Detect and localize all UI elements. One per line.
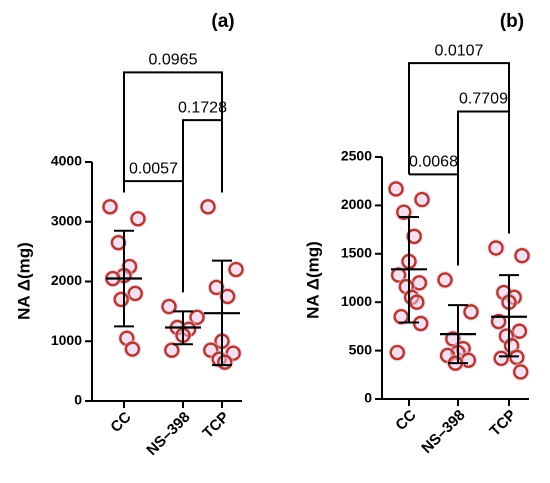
data-point bbox=[389, 344, 405, 361]
data-point bbox=[396, 204, 412, 220]
y-tick-label: 4000 bbox=[51, 153, 82, 169]
data-point bbox=[102, 199, 118, 215]
data-point bbox=[130, 211, 146, 227]
significance-bracket bbox=[408, 62, 510, 234]
p-value-label: 0.0068 bbox=[409, 154, 458, 171]
x-tick-label: NS–398 bbox=[418, 407, 468, 457]
significance-bracket bbox=[409, 173, 459, 266]
y-tick-label: 0 bbox=[364, 390, 372, 406]
data-point bbox=[200, 199, 216, 215]
p-value-label: 0.7709 bbox=[459, 91, 508, 108]
data-point bbox=[409, 294, 425, 310]
p-value-label: 0.0107 bbox=[435, 42, 484, 59]
data-point bbox=[406, 228, 422, 245]
data-point bbox=[164, 342, 180, 358]
data-point bbox=[493, 350, 509, 367]
panel-a: (a) NA Δ(mg) 0 1000 2000 3000 4000 CC NS–398 TCP 0… bbox=[14, 11, 245, 459]
y-tick-label: 500 bbox=[349, 341, 373, 357]
p-value-label: 0.1728 bbox=[178, 99, 227, 116]
y-tick-label: 3000 bbox=[51, 212, 82, 228]
data-point bbox=[488, 240, 504, 256]
panel-label: (b) bbox=[500, 11, 524, 32]
data-point bbox=[514, 248, 530, 264]
y-tick-label: 2500 bbox=[341, 148, 372, 164]
x-tick-label: TCP bbox=[199, 409, 232, 442]
data-point bbox=[513, 364, 529, 380]
data-point bbox=[189, 309, 205, 326]
data-point bbox=[388, 181, 404, 197]
data-point bbox=[490, 313, 507, 330]
y-axis-label: NA Δ(mg) bbox=[303, 241, 322, 319]
x-tick-label: CC bbox=[107, 409, 134, 436]
data-point bbox=[463, 304, 479, 320]
y-tick-label: 2000 bbox=[51, 272, 82, 288]
data-point bbox=[127, 285, 143, 302]
data-point bbox=[161, 298, 177, 315]
y-axis-label: NA Δ(mg) bbox=[14, 242, 33, 320]
y-tick-label: 1000 bbox=[51, 332, 82, 348]
panel-label: (a) bbox=[211, 11, 234, 32]
significance-bracket bbox=[123, 71, 223, 193]
y-tick-label: 1000 bbox=[341, 293, 372, 309]
y-tick-label: 0 bbox=[74, 392, 82, 408]
data-point bbox=[414, 191, 430, 208]
data-point bbox=[124, 341, 141, 357]
data-point bbox=[228, 261, 244, 278]
data-point bbox=[437, 272, 453, 288]
x-tick-label: CC bbox=[392, 407, 419, 434]
y-tick-label: 1500 bbox=[341, 245, 372, 261]
p-value-label: 0.0965 bbox=[149, 52, 198, 69]
y-tick-label: 2000 bbox=[341, 196, 372, 212]
data-point bbox=[217, 354, 233, 370]
x-tick-label: NS–398 bbox=[143, 409, 193, 459]
p-value-label: 0.0057 bbox=[129, 160, 178, 177]
x-tick-label: TCP bbox=[486, 407, 519, 440]
data-point bbox=[113, 291, 129, 308]
